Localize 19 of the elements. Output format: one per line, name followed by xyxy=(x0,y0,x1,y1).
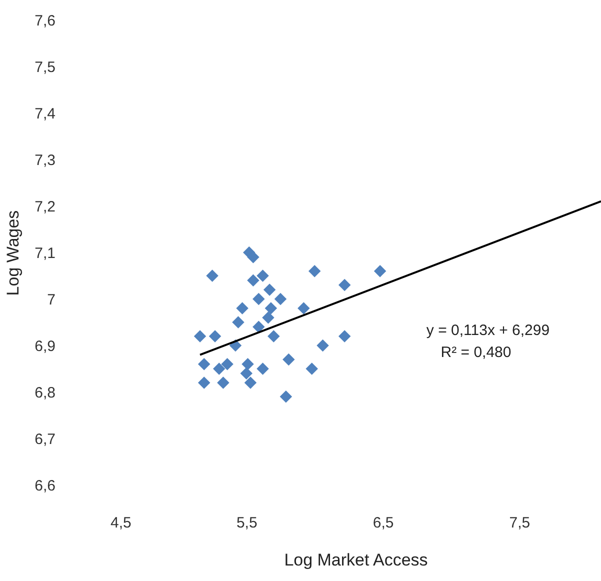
y-tick-label: 6,8 xyxy=(34,384,56,402)
annotation: R² = 0,480 xyxy=(440,344,512,361)
y-tick-label: 7,2 xyxy=(34,198,56,216)
y-tick-label: 7,1 xyxy=(34,245,56,262)
y-tick-label: 6,7 xyxy=(34,431,56,448)
y-tick-label: 7 xyxy=(47,292,56,308)
x-axis-title: Log Market Access xyxy=(284,550,428,570)
x-tick-label: 5,5 xyxy=(236,514,258,532)
y-tick-label: 6,6 xyxy=(34,478,56,494)
x-tick-label: 4,5 xyxy=(110,514,132,532)
y-tick-label: 7,5 xyxy=(34,59,56,76)
y-axis-title: Log Wages xyxy=(4,210,23,296)
y-tick-label: 6,9 xyxy=(34,338,56,355)
y-tick-label: 7,6 xyxy=(34,12,56,30)
y-tick-label: 7,4 xyxy=(34,106,56,122)
y-tick-label: 7,3 xyxy=(34,152,56,169)
x-tick-label: 6,5 xyxy=(372,514,394,532)
x-tick-label: 7,5 xyxy=(509,514,530,532)
annotation: y = 0,113x + 6,299 xyxy=(426,322,550,339)
